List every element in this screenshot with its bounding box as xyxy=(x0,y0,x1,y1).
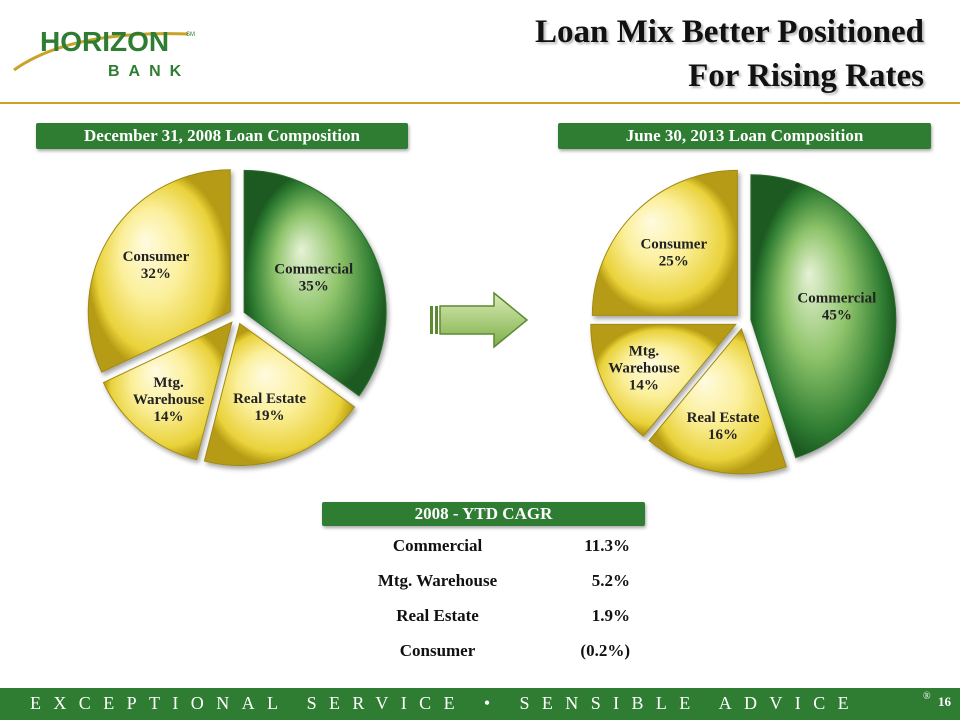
cagr-value: 11.3% xyxy=(584,535,630,555)
cagr-category: Real Estate xyxy=(396,605,479,625)
slice-label-mtg-warehouse: Mtg. Warehouse 14% xyxy=(133,375,205,425)
pie-slice-commercial xyxy=(243,169,387,397)
cagr-category: Consumer xyxy=(399,640,476,660)
cagr-value: (0.2%) xyxy=(580,640,630,660)
pie-slice-consumer xyxy=(591,169,738,316)
cagr-value: 5.2% xyxy=(591,570,630,590)
right-arrow-icon xyxy=(430,291,529,349)
footer-bar: EXCEPTIONAL SERVICE • SENSIBLE ADVICE ® … xyxy=(0,688,960,720)
footer-tagline: EXCEPTIONAL SERVICE • SENSIBLE ADVICE xyxy=(30,693,861,713)
logo-subtitle: BANK xyxy=(108,63,190,80)
pie-chart-2013: Commercial 45% Real Estate 16%Mtg. Warehouse… xyxy=(590,169,897,475)
logo-service-mark: SM xyxy=(186,32,195,38)
slide-title-line-2: For Rising Rates xyxy=(688,58,924,94)
pie-slice-real-estate xyxy=(203,322,356,467)
slice-label-real-estate: Real Estate 19% xyxy=(233,391,306,424)
slice-label-mtg-warehouse: Mtg. Warehouse 14% xyxy=(608,344,680,394)
slice-label-real-estate: Real Estate 16% xyxy=(687,410,760,443)
table-row: Consumer (0.2%) xyxy=(345,633,630,668)
slice-label-consumer: Consumer 32% xyxy=(123,249,190,282)
slice-label-commercial: Commercial 35% xyxy=(274,261,353,294)
logo-swoosh xyxy=(13,32,189,72)
pie-slice-real-estate xyxy=(648,327,787,475)
table-row: Real Estate 1.9% xyxy=(345,598,630,633)
cagr-value: 1.9% xyxy=(591,605,630,625)
slide-title: Loan Mix Better Positioned For Rising Ra… xyxy=(535,10,924,98)
cagr-table: Commercial 11.3% Mtg. Warehouse 5.2% Rea… xyxy=(345,528,630,668)
pie-slice-mtg-warehouse xyxy=(590,323,737,437)
pie-slice-commercial xyxy=(750,174,897,459)
title-divider xyxy=(0,102,960,104)
chart-title-2008: December 31, 2008 Loan Composition xyxy=(36,123,408,149)
pie-slice-consumer xyxy=(87,169,231,373)
slice-label-commercial: Commercial 45% xyxy=(797,291,876,324)
chart-title-2013: June 30, 2013 Loan Composition xyxy=(558,123,931,149)
cagr-category: Commercial xyxy=(392,535,483,555)
pie-chart-2008: Commercial 35% Real Estate 19% Mtg. Warehouse… xyxy=(87,169,387,467)
registered-mark: ® xyxy=(923,691,931,702)
page-number: 16 xyxy=(938,694,951,709)
logo-wordmark: HORIZON xyxy=(40,26,169,57)
horizon-bank-logo: HORIZON SM BANK xyxy=(13,26,195,80)
slide-title-line-1: Loan Mix Better Positioned xyxy=(535,14,924,50)
slice-label-consumer: Consumer 25% xyxy=(640,236,707,269)
table-row: Mtg. Warehouse 5.2% xyxy=(345,563,630,598)
table-row: Commercial 11.3% xyxy=(345,528,630,563)
cagr-table-title: 2008 - YTD CAGR xyxy=(322,502,645,526)
pie-slice-mtg-warehouse xyxy=(102,321,233,461)
cagr-category: Mtg. Warehouse xyxy=(377,570,498,590)
